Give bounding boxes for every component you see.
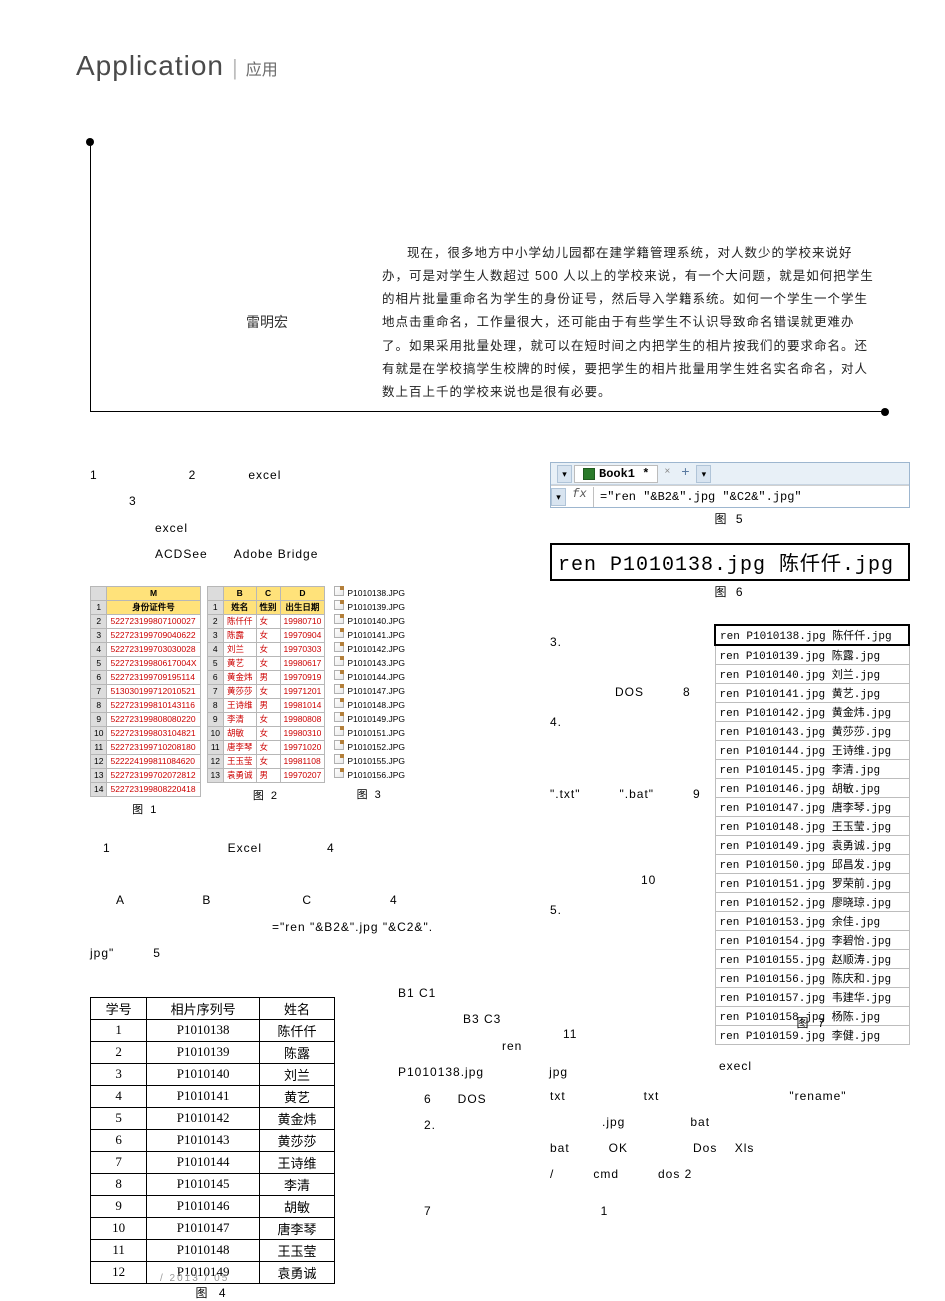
mid-text-block: B1 C1 B3 C3 ren P1010138.jpg jpg 6 DOS 2… xyxy=(398,980,608,1225)
fig4-caption: 图 4 xyxy=(90,1284,335,1301)
text-line: excel xyxy=(90,515,530,541)
text-line: DOS 8 xyxy=(550,680,691,704)
fig7-table: ren P1010138.jpg 陈仟仟.jpgren P1010139.jpg… xyxy=(714,624,910,1045)
fig1-caption: 图 1 xyxy=(132,797,158,817)
tab-close-icon[interactable]: × xyxy=(660,467,674,481)
fig6-caption: 图 6 xyxy=(550,583,910,600)
fig7-caption: 图 7 xyxy=(714,1014,910,1031)
mini-figures-row: M 1身份证件号 2522723199807100027352272319970… xyxy=(90,586,530,817)
text-line: ".txt" ".bat" 9 xyxy=(550,782,701,806)
text-line: 1 2 excel xyxy=(90,462,530,488)
text-line: 4. xyxy=(550,710,562,734)
dropdown-icon[interactable]: ▾ xyxy=(557,465,572,483)
title-sep: | xyxy=(232,55,238,81)
tab-add-icon[interactable]: + xyxy=(676,465,694,483)
name-box-dropdown-icon[interactable]: ▾ xyxy=(551,488,566,506)
author: 雷明宏 xyxy=(246,312,288,332)
intro-frame: 雷明宏 现在，很多地方中小学幼儿园都在建学籍管理系统，对人数少的学校来说好办，可… xyxy=(90,142,885,412)
fig2-caption: 图 2 xyxy=(253,783,279,803)
fig6-ren-box: ren P1010138.jpg 陈仟仟.jpg xyxy=(550,543,910,581)
fx-icon[interactable]: fx xyxy=(566,487,594,507)
intro-body: 现在，很多地方中小学幼儿园都在建学籍管理系统，对人数少的学校来说好办，可是对学生… xyxy=(382,242,877,404)
title-en: Application xyxy=(76,50,224,82)
page-header: Application | 应用 xyxy=(0,0,945,82)
tab-label: Book1 * xyxy=(599,467,649,481)
fig1-table: M 1身份证件号 2522723199807100027352272319970… xyxy=(90,586,201,797)
text-line: 3. xyxy=(550,630,562,654)
workbook-tab[interactable]: Book1 * xyxy=(574,465,658,483)
fig3-filelist: P1010138.JPGP1010139.JPGP1010140.JPGP101… xyxy=(331,586,408,782)
fig2-table: B C D 1 姓名 性别 出生日期 2陈仟仟女199807103陈露女1997… xyxy=(207,586,326,783)
text-block: 1 Excel 4 A B C 4 ="ren "&B2&".jpg "&C2&… xyxy=(90,835,530,967)
fig3-caption: 图 3 xyxy=(357,782,383,802)
text-line: 3 xyxy=(90,488,530,514)
fig4-table: 学号 相片序列号 姓名 1P1010138陈仟仟2P1010139陈露3P101… xyxy=(90,997,335,1284)
formula-bar: ▾ Book1 * × + ▾ ▾ fx ="ren "&B2&".jpg "&… xyxy=(550,462,910,508)
text-line: 10 xyxy=(550,868,656,892)
formula-input[interactable]: ="ren "&B2&".jpg "&C2&".jpg" xyxy=(594,490,909,504)
fig5-caption: 图 5 xyxy=(550,510,910,527)
dropdown-icon[interactable]: ▾ xyxy=(696,465,711,483)
text-line: 5. xyxy=(550,898,562,922)
footer-date: / 2013 / 05 xyxy=(160,1273,229,1284)
excel-icon xyxy=(583,468,595,480)
text-line: ACDSee Adobe Bridge xyxy=(90,541,530,567)
title-cn: 应用 xyxy=(246,56,278,80)
